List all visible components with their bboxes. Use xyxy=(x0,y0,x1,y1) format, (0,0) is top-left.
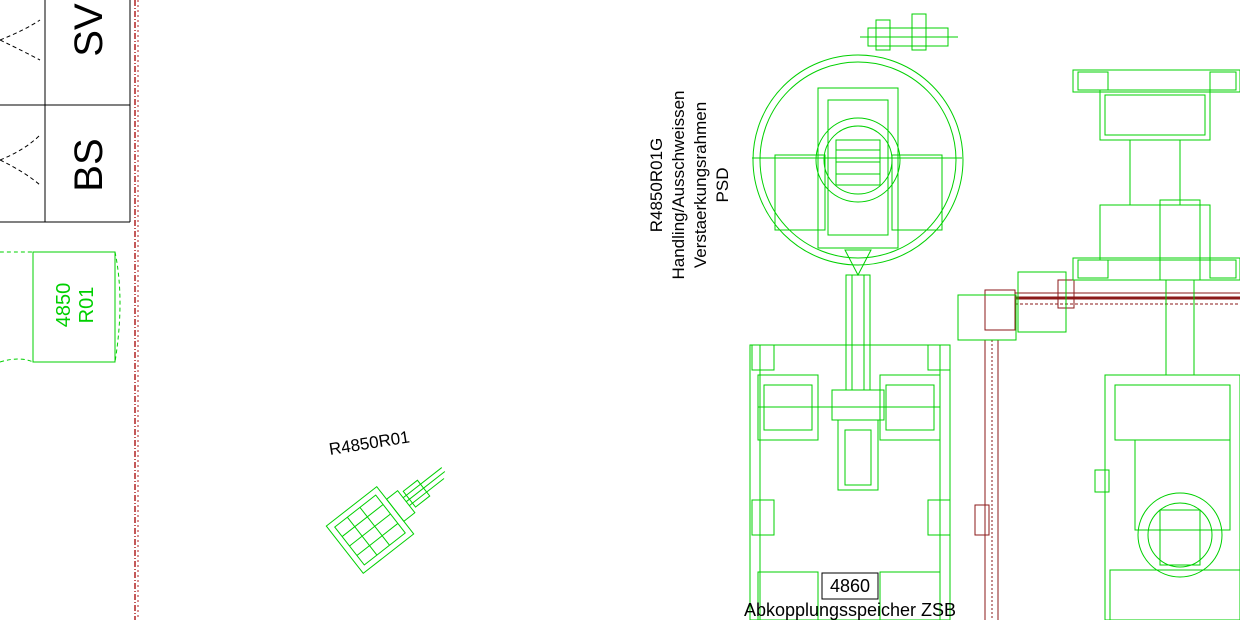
left-panel xyxy=(0,0,131,223)
conveyor-line xyxy=(957,279,1240,620)
label-rotary-line1: R4850R01G xyxy=(647,138,666,233)
cell-label-sv: SV xyxy=(67,3,111,57)
robot-small-gripper xyxy=(325,467,446,575)
rotary-table-label: R4850R01G Handling/Ausschweissen Verstae… xyxy=(647,91,732,280)
top-device xyxy=(860,13,958,51)
label-buffer-name: Abkopplungsspeicher ZSB xyxy=(744,600,956,620)
conveyor-green-boxes xyxy=(957,271,1067,341)
rotary-table xyxy=(752,54,964,491)
buffer-number-box xyxy=(821,572,879,600)
right-station xyxy=(1072,69,1240,621)
station-label-r01: R01 xyxy=(76,287,98,324)
label-robot-small: R4850R01 xyxy=(328,427,411,458)
cell-label-bs: BS xyxy=(67,138,111,191)
label-buffer-number: 4860 xyxy=(830,576,870,596)
station-label-4850: 4850 xyxy=(53,283,75,328)
station-box-4850 xyxy=(0,251,121,363)
label-rotary-line2: Handling/Ausschweissen xyxy=(669,91,688,280)
label-rotary-line3: Verstaerkungsrahmen xyxy=(691,102,710,268)
label-rotary-line4: PSD xyxy=(713,168,732,203)
